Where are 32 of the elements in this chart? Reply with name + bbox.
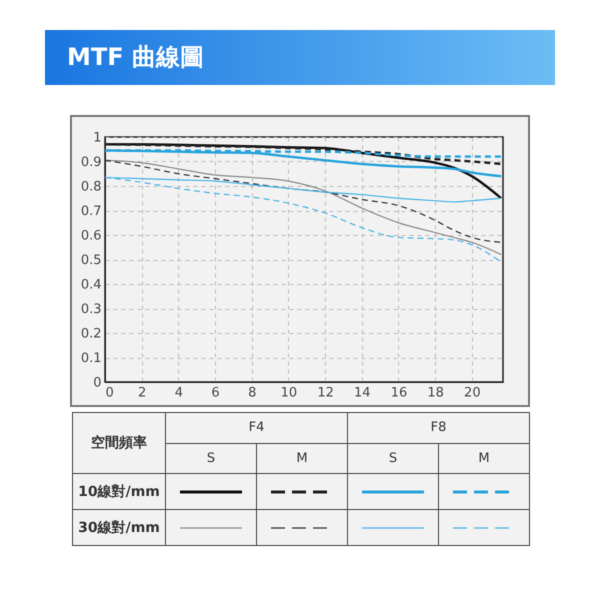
y-tick-label: 0.4 bbox=[80, 278, 102, 292]
x-tick-label: 16 bbox=[390, 386, 408, 400]
y-tick-label: 0.2 bbox=[80, 326, 102, 342]
x-tick-label: 4 bbox=[174, 386, 184, 400]
text: F8 bbox=[348, 412, 530, 444]
x-tick-label: 2 bbox=[138, 386, 146, 400]
x-tick-label: 14 bbox=[354, 386, 371, 400]
x-tick-label: 12 bbox=[317, 386, 334, 400]
text: F4 bbox=[166, 412, 348, 444]
y-tick-label: 0.8 bbox=[80, 180, 102, 194]
y-tick-label: 0.7 bbox=[80, 204, 102, 219]
y-tick-label: 1 bbox=[93, 130, 102, 146]
y-tick-label: 0.9 bbox=[80, 155, 102, 170]
x-tick-label: 0 bbox=[106, 386, 114, 400]
y-tick-label: 0.1 bbox=[80, 351, 102, 366]
chart-title: MTF 曲線圖 bbox=[45, 30, 555, 85]
y-tick-label: 0 bbox=[93, 376, 102, 390]
y-tick-label: 0.6 bbox=[80, 228, 102, 244]
text: M bbox=[256, 443, 348, 474]
text: S bbox=[348, 443, 438, 474]
text: 30線對/mm bbox=[72, 510, 166, 546]
x-tick-label: 18 bbox=[427, 386, 444, 400]
x-tick-label: 10 bbox=[280, 386, 298, 400]
y-tick-label: 0.5 bbox=[80, 253, 102, 268]
text: M bbox=[438, 443, 530, 474]
y-tick-label: 0.3 bbox=[80, 302, 102, 317]
x-tick-label: 8 bbox=[248, 386, 256, 400]
x-tick-label: 6 bbox=[211, 386, 220, 400]
x-tick-label: 20 bbox=[464, 386, 481, 400]
text: 10線對/mm bbox=[72, 474, 166, 510]
text: S bbox=[166, 443, 256, 474]
text: 空間頻率 bbox=[72, 412, 166, 474]
